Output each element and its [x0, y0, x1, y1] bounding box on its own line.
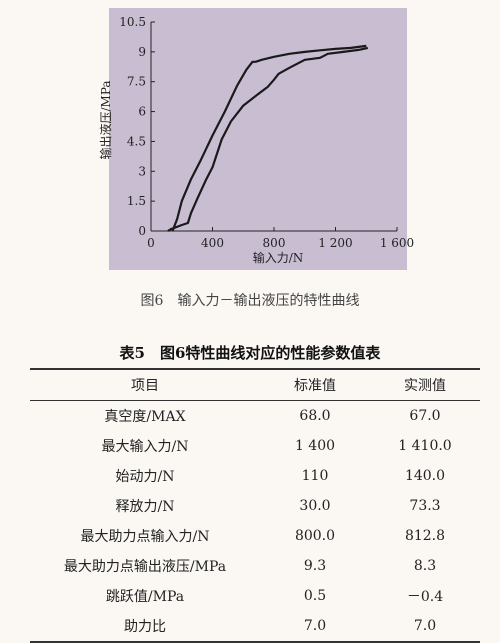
table-row: 跳跃值/MPa 0.5 －0.4: [30, 581, 480, 611]
cell-measured: 73.3: [409, 498, 441, 514]
cell-item: 最大输入力/N: [101, 439, 189, 455]
cell-standard: 0.5: [303, 588, 327, 604]
x-tick-label: 1 200: [318, 236, 352, 250]
parameter-table: 项目 标准值 实测值 真空度/MAX 68.0 67.0 最大输入力/N 1 4…: [30, 368, 480, 643]
series-group: [167, 44, 369, 232]
header-standard: 标准值: [294, 378, 336, 394]
table-row: 最大助力点输出液压/MPa 9.3 8.3: [30, 551, 480, 581]
header-item: 项目: [131, 378, 159, 394]
figure-caption: 图6 输入力－输出液压的特性曲线: [140, 293, 360, 309]
x-tick-label: 0: [147, 236, 155, 250]
cell-item: 始动力/N: [115, 469, 175, 485]
cell-measured: 812.8: [404, 528, 446, 544]
cell-measured: 67.0: [409, 408, 441, 424]
y-tick-group: 0 1.5 3 4.5 6 7.5 9 10.5: [119, 15, 155, 238]
cell-measured: 140.0: [404, 468, 446, 484]
cell-measured: 8.3: [413, 558, 437, 574]
cell-standard: 68.0: [299, 408, 331, 424]
y-axis-label: 输出液压/MPa: [98, 80, 113, 159]
y-tick-label: 9: [138, 45, 146, 59]
y-tick-label: 3: [138, 164, 146, 178]
table-row: 最大助力点输入力/N 800.0 812.8: [30, 521, 480, 551]
series-line-1: [171, 44, 367, 232]
y-tick-label: 6: [138, 105, 146, 119]
cell-standard: 110: [301, 468, 329, 484]
table-row: 释放力/N 30.0 73.3: [30, 491, 480, 521]
cell-standard: 1 400: [294, 438, 336, 454]
y-tick-label: 1.5: [127, 194, 146, 208]
x-tick-label: 400: [201, 236, 224, 250]
cell-item: 最大助力点输出液压/MPa: [63, 559, 227, 575]
y-tick-label: 0: [138, 224, 146, 238]
series-line-2: [167, 46, 369, 232]
cell-item: 释放力/N: [115, 499, 175, 515]
x-tick-label: 1 600: [380, 236, 414, 250]
table-row: 最大输入力/N 1 400 1 410.0: [30, 431, 480, 461]
cell-item: 最大助力点输入力/N: [80, 529, 210, 545]
cell-measured: 1 410.0: [398, 438, 452, 454]
chart-background: [109, 8, 407, 270]
y-tick-label: 4.5: [127, 134, 146, 148]
x-tick-group: 0 400 800 1 200 1 600: [147, 227, 414, 250]
table-title: 表5 图6特性曲线对应的性能参数值表: [119, 344, 381, 362]
cell-item: 跳跃值/MPa: [105, 589, 185, 605]
table-row: 真空度/MAX 68.0 67.0: [30, 401, 480, 432]
y-tick-label: 7.5: [127, 75, 146, 89]
cell-measured: －0.4: [406, 589, 444, 605]
cell-item: 助力比: [124, 619, 166, 635]
cell-standard: 9.3: [303, 558, 327, 574]
characteristic-chart: 0 1.5 3 4.5 6 7.5 9 10.5 0 400 800 1 200 1 600 输入力/…: [98, 8, 414, 270]
cell-standard: 7.0: [303, 618, 327, 634]
cell-standard: 800.0: [294, 528, 336, 544]
table-header-row: 项目 标准值 实测值: [30, 369, 480, 401]
x-tick-label: 800: [263, 236, 286, 250]
cell-standard: 30.0: [299, 498, 331, 514]
header-measured: 实测值: [404, 378, 446, 394]
x-axis-label: 输入力/N: [253, 250, 304, 265]
cell-measured: 7.0: [413, 618, 437, 634]
table-row: 助力比 7.0 7.0: [30, 611, 480, 642]
y-tick-label: 10.5: [119, 15, 146, 29]
table-row: 始动力/N 110 140.0: [30, 461, 480, 491]
cell-item: 真空度/MAX: [104, 409, 186, 425]
